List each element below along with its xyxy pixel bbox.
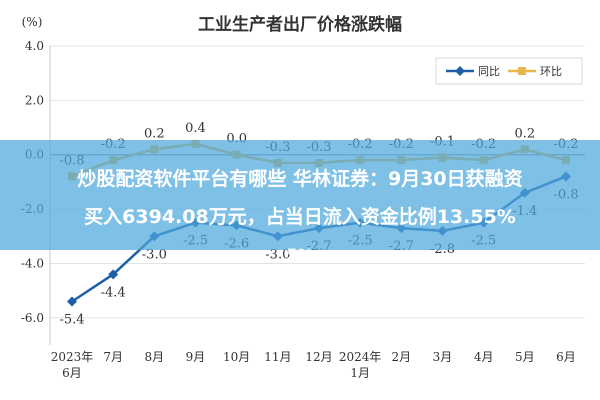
overlay-banner: 炒股配资软件平台有哪些 华林证券：9月30日获融资 买入6394.08万元，占当… — [0, 140, 600, 250]
data-label: 0.2 — [514, 126, 535, 141]
data-label: -3.0 — [265, 247, 290, 262]
x-tick-label: 5月 — [515, 350, 535, 364]
point-yoy — [108, 269, 119, 280]
legend-label-yoy: 同比 — [478, 65, 500, 78]
data-label: -4.4 — [101, 285, 126, 300]
data-label: 0.2 — [144, 126, 165, 141]
data-label: -5.4 — [59, 313, 84, 328]
y-axis-unit: (%) — [22, 15, 43, 29]
x-tick-label: 7月 — [103, 350, 123, 364]
data-label: -3.0 — [142, 247, 167, 262]
x-tick-labels: 2023年 6月 7月 8月 9月 10月 11月 12月 2024年 1月 2月 3月 4月 5月 6月 — [51, 350, 576, 380]
chart-title: 工业生产者出厂价格涨跌幅 — [198, 14, 402, 35]
x-tick-label: 10月 — [223, 350, 250, 364]
x-tick-label: 2024年 1月 — [339, 350, 382, 380]
y-tick-label: -4.0 — [21, 256, 44, 270]
overlay-headline-line2: 买入6394.08万元，占当日流入资金比例13.55% — [84, 206, 516, 228]
x-tick-label: 2月 — [392, 350, 412, 364]
x-tick-label: 8月 — [145, 350, 165, 364]
legend-marker-yoy — [455, 66, 465, 76]
y-tick-label: -6.0 — [21, 311, 44, 325]
x-tick-label: 2023年 6月 — [51, 350, 94, 380]
overlay-headline-line1: 炒股配资软件平台有哪些 华林证券：9月30日获融资 — [77, 168, 523, 190]
legend-marker-mom — [518, 67, 526, 75]
legend-label-mom: 环比 — [540, 65, 562, 78]
point-yoy — [67, 296, 77, 307]
x-tick-label: 12月 — [305, 350, 332, 364]
x-tick-label: 4月 — [474, 350, 494, 364]
overlay-tail: 5% — [286, 245, 314, 264]
y-tick-label: 2.0 — [25, 93, 44, 107]
legend: 同比 环比 — [435, 57, 583, 85]
x-tick-label: 9月 — [186, 350, 206, 364]
data-label: 0.4 — [185, 121, 206, 136]
y-tick-label: 4.0 — [25, 39, 44, 53]
x-tick-label: 3月 — [433, 350, 453, 364]
x-tick-label: 6月 — [556, 350, 576, 364]
x-tick-label: 11月 — [264, 350, 291, 364]
